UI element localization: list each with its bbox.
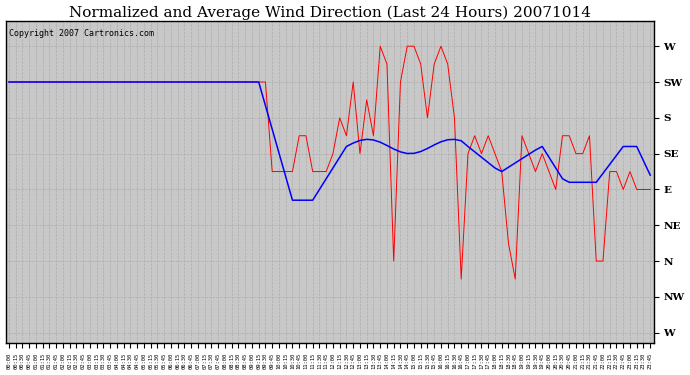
Title: Normalized and Average Wind Direction (Last 24 Hours) 20071014: Normalized and Average Wind Direction (L… (68, 6, 591, 20)
Text: Copyright 2007 Cartronics.com: Copyright 2007 Cartronics.com (9, 29, 154, 38)
